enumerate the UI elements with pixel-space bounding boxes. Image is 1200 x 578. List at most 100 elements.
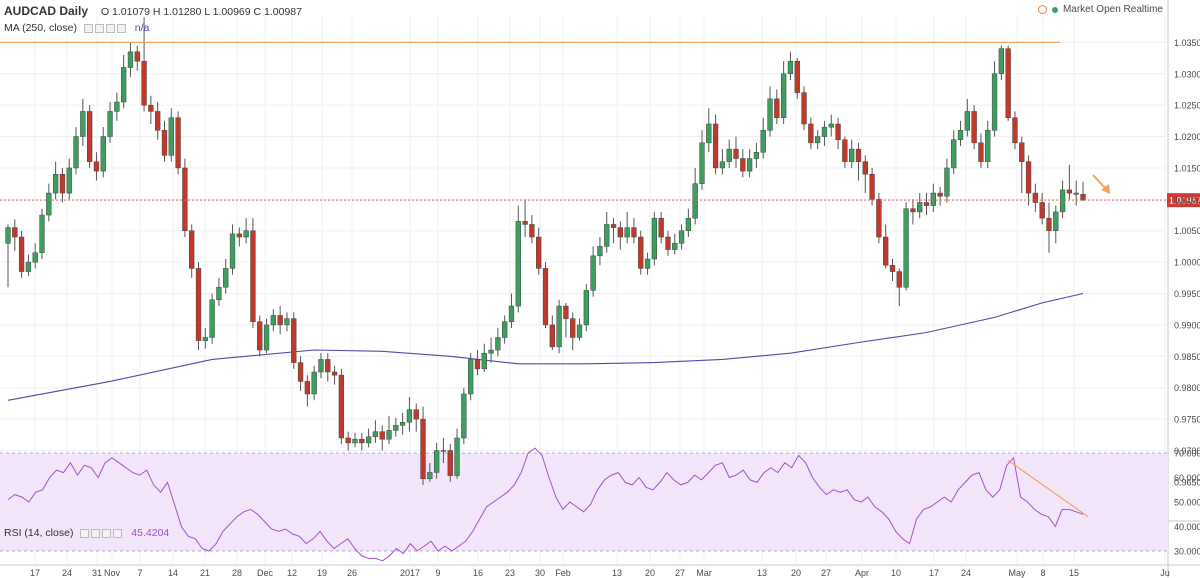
candle-body — [182, 167, 188, 231]
candle-body — [944, 167, 950, 197]
candle — [182, 158, 188, 238]
candle-body — [964, 111, 970, 131]
candle — [134, 45, 140, 71]
candle — [175, 111, 181, 175]
candle — [876, 193, 882, 244]
candle-body — [753, 151, 760, 159]
candle — [563, 302, 569, 338]
candle-body — [93, 161, 100, 172]
ohlc-values: O 1.01079 H 1.01280 L 1.00969 C 1.00987 — [100, 6, 302, 18]
candle — [889, 258, 896, 281]
time-tick-label: 17 — [30, 568, 40, 578]
candle — [386, 415, 392, 445]
candle-body — [189, 230, 195, 269]
candle-body — [195, 268, 202, 341]
candle-body — [420, 418, 426, 479]
candle — [502, 315, 508, 344]
candle-body — [318, 359, 324, 373]
candle-body — [801, 92, 807, 125]
candle — [862, 155, 868, 194]
candle — [590, 246, 596, 297]
candle — [277, 306, 283, 335]
candle-body — [141, 60, 147, 106]
candle — [665, 230, 671, 256]
candle — [25, 254, 32, 276]
candle — [1073, 180, 1079, 206]
candle-body — [740, 158, 746, 172]
candle — [468, 353, 474, 401]
candle — [304, 375, 311, 407]
time-tick-label: Mar — [696, 568, 712, 578]
candle — [379, 425, 385, 451]
rsi-tick-label: 30.0000 — [1174, 547, 1200, 557]
price-pane[interactable] — [0, 0, 1168, 523]
candle — [746, 149, 753, 178]
time-tick-label: 2017 — [400, 568, 420, 578]
candle-body — [229, 233, 236, 269]
candle — [352, 432, 358, 448]
projection-arrow-head — [1101, 184, 1110, 194]
candle-body — [134, 51, 140, 62]
candle-body — [794, 60, 800, 93]
candle — [767, 86, 773, 137]
candle — [1066, 164, 1073, 200]
symbol-title[interactable]: AUDCAD Daily — [4, 4, 89, 18]
candle — [141, 17, 147, 112]
candle-body — [148, 104, 154, 112]
candle — [365, 428, 372, 448]
price-tick-label: 1.03500 — [1174, 38, 1200, 48]
candle-body — [760, 130, 766, 153]
candle-body — [277, 315, 283, 326]
candle — [223, 258, 229, 294]
candle — [107, 102, 113, 143]
candle — [855, 142, 862, 181]
candle — [842, 136, 848, 168]
market-status-text: Market Open Realtime — [1062, 4, 1163, 15]
candle — [393, 417, 399, 437]
candle-body — [304, 381, 311, 395]
candle — [461, 387, 467, 445]
candle-body — [1012, 117, 1018, 144]
candle — [481, 343, 487, 373]
time-tick-label: 8 — [1040, 568, 1045, 578]
candle-body — [379, 431, 385, 440]
candle-body — [787, 60, 794, 75]
candle — [883, 224, 889, 269]
ma-legend-buttons[interactable] — [83, 23, 126, 33]
candle — [359, 432, 365, 451]
candle-body — [461, 393, 467, 439]
clock-icon — [1037, 5, 1047, 14]
candle — [202, 328, 208, 349]
candle — [706, 108, 712, 153]
candle-body — [406, 409, 413, 423]
candle — [121, 54, 127, 109]
candle-body — [121, 67, 127, 103]
chart-legend: AUDCAD Daily O 1.01079 H 1.01280 L 1.009… — [4, 4, 302, 18]
candle — [488, 337, 494, 363]
candle — [195, 262, 202, 351]
candle-body — [209, 299, 215, 338]
candle-body — [73, 136, 79, 169]
rsi-label[interactable]: RSI (14, close) — [4, 527, 74, 539]
candle-body — [665, 236, 671, 250]
rsi-legend-buttons[interactable] — [80, 528, 123, 538]
candle — [658, 211, 664, 244]
candle — [536, 227, 542, 275]
candle-body — [883, 236, 889, 266]
candle — [318, 353, 324, 379]
candle-body — [957, 130, 964, 140]
candle — [604, 211, 610, 253]
candle-body — [658, 217, 664, 238]
candle-body — [80, 111, 86, 137]
candle-body — [243, 230, 249, 238]
candle-body — [774, 98, 780, 118]
candle — [1012, 111, 1018, 150]
candle — [209, 293, 215, 344]
ma-label[interactable]: MA (250, close) — [4, 22, 77, 34]
candle-body — [638, 236, 644, 269]
price-tick-label: 1.02000 — [1174, 132, 1200, 142]
rsi-legend: RSI (14, close) 45.4204 — [4, 527, 169, 539]
